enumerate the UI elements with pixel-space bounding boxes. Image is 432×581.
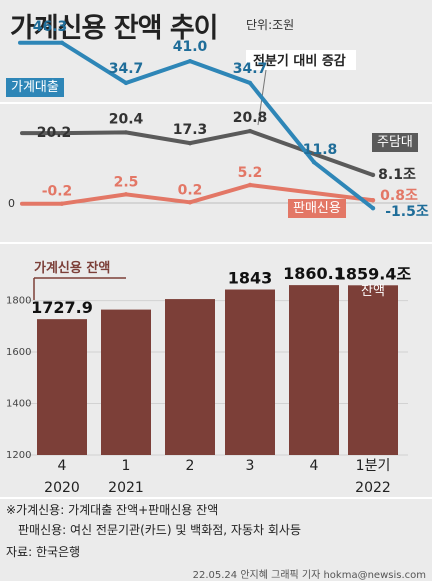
series-2-point-1 [123, 192, 129, 197]
legend-mortgage: 주담대 [372, 133, 418, 152]
series-0-label-3: 34.7 [233, 61, 268, 77]
series-1-label-2: 17.3 [173, 122, 208, 138]
bar-1 [101, 309, 151, 455]
footnote-household-credit: ※가계신용: 가계대출 잔액+판매신용 잔액 [6, 503, 219, 517]
series-1-label-3: 20.8 [233, 110, 268, 126]
annotation-text: 전분기 대비 증감 [253, 53, 346, 69]
series-2-label-1: 2.5 [114, 174, 139, 190]
bar-4 [289, 285, 339, 455]
xtick-1: 1 [122, 458, 131, 474]
bar-label-4: 1860.1 [283, 264, 345, 283]
xtick-3: 3 [246, 458, 255, 474]
xyear-1: 2021 [108, 480, 144, 496]
xyear-0: 2020 [44, 480, 80, 496]
series-1-label-5: 8.1조 [378, 167, 416, 183]
legend-sales-credit: 판매신용 [288, 199, 346, 218]
series-2-point-3 [247, 182, 253, 188]
series-0-label-1: 34.7 [109, 61, 144, 77]
bar-series-bracket [33, 277, 126, 300]
bar-ytick-2: 1600 [6, 347, 31, 358]
series-0-label-4: 11.8 [303, 142, 338, 158]
series-1-label-1: 20.4 [109, 111, 144, 127]
credit-line: 22.05.24 안지혜 그래픽 기자 hokma@newsis.com [192, 570, 426, 581]
series-2-label-3: 5.2 [238, 165, 263, 181]
bar-label-0: 1727.9 [31, 298, 93, 317]
series-line-2 [20, 183, 375, 206]
series-1-point-3 [247, 128, 253, 134]
series-0-point-4 [311, 159, 317, 165]
series-1-point-0 [59, 130, 65, 136]
xtick-0: 4 [58, 458, 67, 474]
series-line-1 [20, 129, 375, 177]
bar-series-name: 가계신용 잔액 [34, 260, 110, 276]
series-2-point-0 [59, 201, 65, 206]
series-1-label-0: 20.2 [37, 125, 72, 141]
series-1-point-2 [187, 140, 193, 146]
bar-2 [165, 299, 215, 455]
series-0-point-0 [59, 40, 65, 46]
bar-label-5: 1859.4조 [335, 264, 412, 283]
bar-ytick-0: 1200 [6, 450, 31, 461]
annotation-box [246, 50, 356, 70]
xtick-2: 2 [186, 458, 195, 474]
xtick-5: 1분기 [356, 458, 391, 474]
series-0-label-2: 41.0 [173, 39, 208, 55]
series-1-point-1 [123, 130, 129, 135]
bar-5 [348, 285, 398, 455]
legend-household-loans: 가계대출 [6, 78, 64, 97]
series-2-label-5: 0.8조 [380, 188, 418, 204]
bar-3 [225, 289, 275, 455]
xtick-4: 4 [310, 458, 319, 474]
series-2-label-2: 0.2 [178, 182, 203, 198]
series-0-label-0: 46.3 [33, 19, 68, 35]
footnote-source: 자료: 한국은행 [6, 545, 81, 559]
bar-note: 잔액 [361, 284, 385, 299]
series-2-label-0: -0.2 [42, 184, 73, 200]
bar-ytick-1: 1400 [6, 399, 31, 410]
series-0-point-2 [187, 58, 193, 64]
bar-label-3: 1843 [228, 269, 273, 288]
unit-label: 단위:조원 [246, 18, 295, 32]
series-1-point-5 [370, 172, 376, 178]
xyear-5: 2022 [355, 480, 391, 496]
page-title: 가계신용 잔액 추이 [10, 13, 219, 44]
zero-label: 0 [8, 197, 15, 210]
footnote-sales-credit: 판매신용: 여신 전문기관(카드) 및 백화점, 자동차 회사등 [18, 523, 301, 537]
series-2-point-5 [370, 198, 376, 203]
series-0-label-5: -1.5조 [385, 204, 429, 220]
series-0-point-5 [370, 205, 376, 211]
bar-0 [37, 319, 87, 455]
series-0-point-1 [123, 80, 129, 86]
bar-ytick-3: 1800 [6, 296, 31, 307]
series-0-point-3 [247, 80, 253, 86]
series-2-point-2 [187, 200, 193, 205]
